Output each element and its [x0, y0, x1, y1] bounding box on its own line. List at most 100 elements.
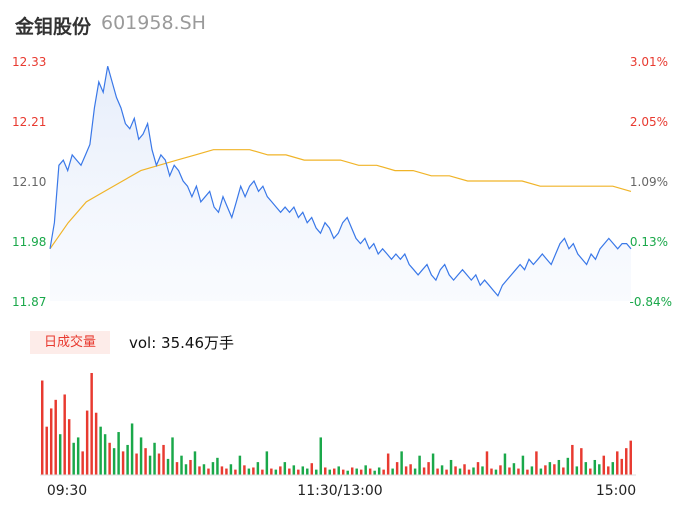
- volume-bar: [166, 458, 170, 475]
- volume-bar: [157, 453, 161, 475]
- volume-value: vol: 35.46万手: [129, 334, 234, 352]
- volume-bar: [364, 465, 367, 475]
- daily-volume-badge: 日成交量: [30, 331, 110, 354]
- volume-bar: [49, 408, 53, 475]
- volume-bar: [382, 469, 385, 475]
- right-tick-3: 1.09%: [630, 175, 668, 189]
- volume-bar: [386, 453, 390, 475]
- volume-bar: [503, 453, 507, 475]
- volume-bar: [171, 437, 174, 475]
- volume-bar: [112, 448, 116, 475]
- volume-bar: [422, 467, 426, 475]
- volume-bar: [256, 462, 260, 475]
- volume-bar: [319, 437, 322, 475]
- volume-bar: [279, 466, 282, 475]
- volume-bar: [274, 469, 278, 475]
- volume-bar: [458, 468, 462, 475]
- volume-bar: [45, 426, 48, 475]
- volume-bar: [202, 464, 206, 475]
- volume-bar: [616, 451, 619, 475]
- volume-bar: [108, 442, 111, 475]
- volume-bar: [54, 399, 57, 475]
- average-price-line: [49, 149, 632, 250]
- volume-bar: [229, 464, 233, 475]
- time-label-open: 09:30: [47, 483, 87, 499]
- volume-bar: [373, 470, 376, 475]
- time-label-close: 15:00: [596, 483, 636, 499]
- volume-bar: [602, 455, 606, 475]
- volume-bar: [598, 464, 601, 475]
- volume-bar: [243, 465, 246, 475]
- volume-bar: [328, 469, 331, 475]
- volume-bar: [126, 444, 129, 475]
- volume-bar: [629, 440, 632, 475]
- volume-bar: [144, 448, 147, 475]
- volume-bar: [198, 466, 201, 475]
- volume-bar: [548, 462, 552, 475]
- volume-bar: [521, 455, 525, 475]
- right-tick-2: 2.05%: [630, 115, 668, 129]
- left-tick-4: 11.98: [12, 235, 46, 249]
- volume-bar: [153, 442, 156, 475]
- volume-bar: [404, 466, 408, 475]
- volume-bar: [341, 469, 345, 475]
- volume-bar: [99, 426, 102, 475]
- volume-bar: [346, 470, 349, 475]
- volume-bar: [238, 455, 242, 475]
- volume-bar: [539, 468, 543, 475]
- volume-bar: [449, 459, 453, 475]
- volume-bar: [292, 465, 296, 475]
- volume-bar: [562, 467, 565, 475]
- price-line: [49, 66, 632, 297]
- right-tick-5: -0.84%: [630, 295, 672, 309]
- volume-bar: [175, 462, 179, 475]
- right-tick-4: 0.13%: [630, 235, 668, 249]
- volume-bar: [485, 451, 489, 475]
- volume-bar: [584, 462, 588, 475]
- volume-bar: [526, 469, 529, 475]
- volume-bar: [580, 448, 583, 475]
- volume-bar: [297, 469, 300, 475]
- volume-bar: [162, 444, 165, 475]
- volume-bar: [265, 451, 269, 475]
- volume-bar: [593, 459, 597, 475]
- volume-bar: [391, 468, 394, 475]
- volume-bar: [85, 410, 89, 475]
- volume-bar: [72, 442, 75, 475]
- volume-bar: [445, 469, 448, 475]
- volume-bar: [436, 468, 439, 475]
- volume-bar: [611, 462, 615, 475]
- volume-bar: [499, 465, 502, 475]
- right-tick-1: 3.01%: [630, 55, 668, 69]
- volume-bar: [76, 437, 80, 475]
- volume-bar: [315, 469, 318, 475]
- volume-bar: [566, 457, 570, 475]
- volume-bar: [117, 432, 120, 475]
- volume-bar: [270, 468, 273, 475]
- volume-bar: [553, 464, 556, 475]
- volume-bar: [377, 467, 381, 475]
- volume-bar: [463, 464, 466, 475]
- volume-bar: [557, 459, 561, 475]
- time-label-midday: 11:30/13:00: [297, 483, 382, 499]
- volume-bar: [211, 462, 215, 475]
- volume-bar: [440, 465, 444, 475]
- volume-bar: [225, 468, 228, 475]
- volume-bar: [148, 455, 152, 475]
- volume-bar: [103, 434, 107, 475]
- volume-bar: [481, 466, 484, 475]
- left-tick-1: 12.33: [12, 55, 46, 69]
- volume-bar: [418, 455, 421, 475]
- volume-bar: [283, 462, 287, 475]
- volume-bar: [544, 465, 547, 475]
- volume-bar: [324, 467, 327, 475]
- volume-bar: [476, 462, 480, 475]
- volume-bar: [350, 467, 354, 475]
- volume-bar: [395, 462, 399, 475]
- volume-bar: [333, 468, 336, 475]
- volume-bar: [589, 468, 592, 475]
- volume-bar: [234, 469, 237, 475]
- volume-bar: [431, 453, 435, 475]
- volume-bar: [337, 466, 340, 475]
